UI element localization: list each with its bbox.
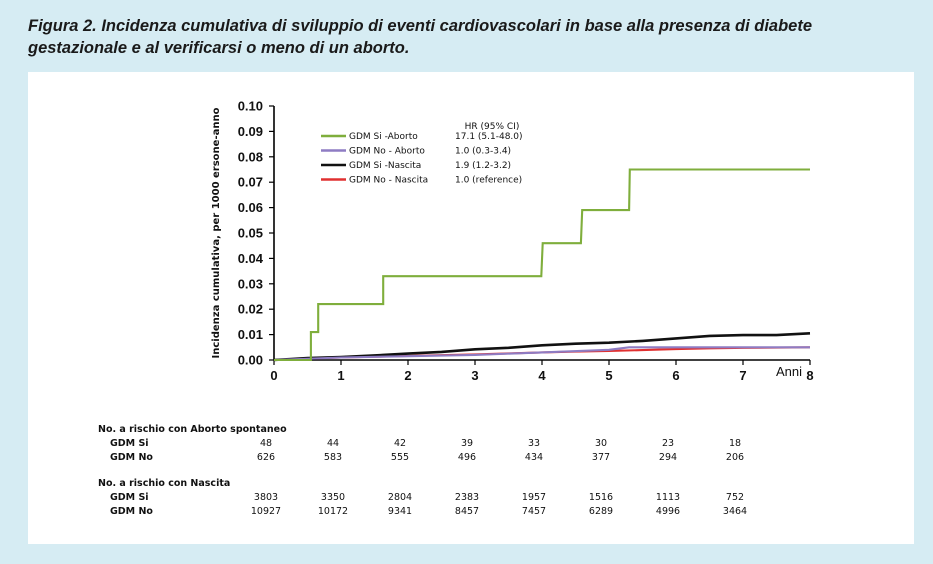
legend-label: GDM Si -Aborto	[349, 132, 418, 142]
risk-value: 3464	[722, 505, 748, 517]
risk-value: 6289	[588, 505, 614, 517]
series-line-gdm-no-aborto	[273, 346, 810, 362]
y-tick-label: 0.02	[238, 302, 263, 317]
risk-value: 1957	[521, 492, 547, 503]
risk-row-label: GDM Si	[110, 492, 149, 503]
risk-section-title: No. a rischio con Nascita	[98, 478, 231, 489]
risk-value: 555	[390, 451, 410, 463]
risk-row-label: GDM Si	[110, 438, 149, 449]
y-tick-label: 0.08	[238, 149, 263, 164]
y-tick-label: 0.07	[238, 175, 263, 190]
risk-value: 434	[524, 451, 544, 463]
risk-row-label: GDM No	[110, 451, 153, 463]
hr-value: 1.0 (reference)	[455, 176, 522, 186]
risk-value: 10927	[250, 505, 282, 517]
x-tick-label: 7	[739, 368, 746, 383]
risk-section-title: No. a rischio con Aborto spontaneo	[98, 424, 287, 435]
hr-header: HR (95% CI)	[465, 122, 520, 132]
hr-value: 1.0 (0.3-3.4)	[455, 147, 511, 157]
risk-value: 2804	[387, 492, 413, 503]
risk-value: 23	[661, 438, 675, 449]
x-tick-label: 0	[270, 368, 277, 383]
y-tick-label: 0.04	[238, 251, 264, 266]
y-tick-label: 0.09	[238, 124, 263, 139]
risk-value: 10172	[317, 505, 349, 517]
x-tick-label: 4	[538, 368, 546, 383]
risk-value: 39	[460, 438, 474, 449]
risk-value: 626	[256, 451, 276, 463]
legend-label: GDM No - Nascita	[349, 176, 428, 186]
y-tick-label: 0.00	[238, 353, 263, 368]
legend-label: GDM Si -Nascita	[349, 161, 421, 171]
risk-value: 7457	[521, 505, 547, 517]
figure-panel: 0.00 0.01 0.02 0.03 0.04 0.05 0.06 0.07 0.08 0.09…	[28, 72, 914, 544]
risk-value: 42	[393, 438, 407, 449]
risk-value: 30	[594, 438, 608, 449]
figure-caption: Figura 2. Incidenza cumulativa di svilup…	[28, 17, 812, 57]
hr-value: 1.9 (1.2-3.2)	[455, 161, 511, 171]
risk-value: 496	[457, 451, 477, 463]
series-line-gdm-si-aborto	[274, 168, 810, 362]
risk-value: 44	[326, 438, 340, 449]
cumulative-incidence-chart: 0.00 0.01 0.02 0.03 0.04 0.05 0.06 0.07 0.08 0.09…	[211, 99, 814, 384]
risk-value: 3803	[253, 492, 279, 503]
risk-value: 377	[591, 451, 611, 463]
y-tick-label: 0.06	[238, 200, 263, 215]
series-line-gdm-si-nascita	[273, 332, 811, 362]
y-tick-label: 0.10	[238, 99, 263, 114]
legend-label: GDM No - Aborto	[349, 147, 425, 157]
risk-row-label: GDM No	[110, 505, 153, 517]
risk-value: 206	[725, 451, 745, 463]
y-tick-label: 0.05	[238, 226, 263, 241]
risk-value: 752	[725, 492, 745, 503]
risk-value: 3350	[320, 492, 346, 503]
risk-value: 583	[323, 451, 343, 463]
risk-value: 33	[527, 438, 541, 449]
x-tick-label: 1	[337, 368, 344, 383]
risk-value: 1516	[588, 492, 614, 503]
x-tick-label: 2	[404, 368, 411, 383]
hr-value: 17.1 (5.1-48.0)	[455, 132, 523, 142]
risk-value: 9341	[387, 505, 413, 517]
risk-value: 294	[658, 451, 678, 463]
risk-value: 8457	[454, 505, 480, 517]
risk-value: 1113	[655, 492, 681, 503]
risk-value: 48	[259, 438, 273, 449]
x-tick-label: 8	[806, 368, 813, 383]
x-axis-label: Anni	[776, 364, 802, 379]
x-tick-label: 5	[605, 368, 612, 383]
y-tick-label: 0.01	[238, 327, 263, 342]
risk-value: 4996	[655, 505, 681, 517]
risk-value: 18	[728, 438, 742, 449]
y-axis-label: Incidenza cumulativa, per 1000 ersone-an…	[211, 107, 222, 358]
x-tick-label: 3	[471, 368, 478, 383]
x-tick-label: 6	[672, 368, 679, 383]
y-tick-label: 0.03	[238, 276, 263, 291]
risk-value: 2383	[454, 492, 480, 503]
